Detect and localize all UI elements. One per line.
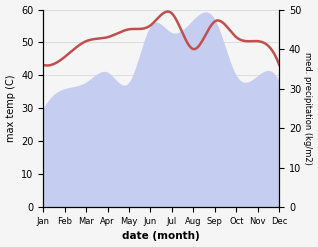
Y-axis label: med. precipitation (kg/m2): med. precipitation (kg/m2) <box>303 52 313 165</box>
X-axis label: date (month): date (month) <box>122 231 200 242</box>
Y-axis label: max temp (C): max temp (C) <box>5 75 16 142</box>
